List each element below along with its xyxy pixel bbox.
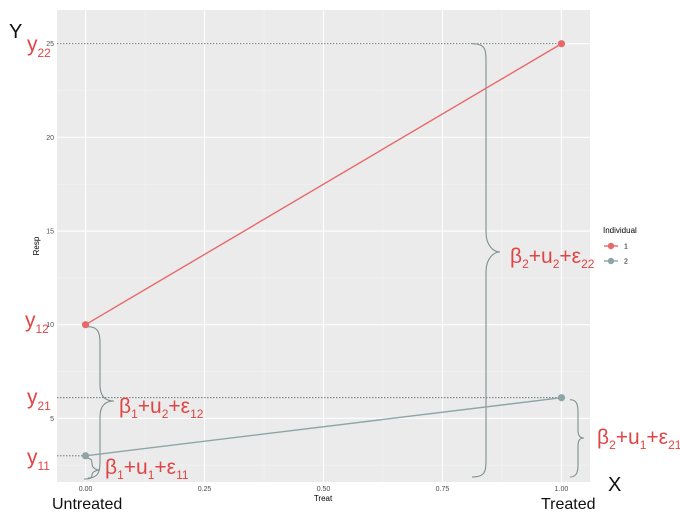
series-line-1: [85, 43, 562, 326]
y-axis-letter: Y: [9, 21, 22, 43]
data-point-2: [81, 452, 90, 460]
formula-b2-u1-e21: β2+u1+ε21: [597, 426, 680, 452]
data-point-2: [557, 394, 566, 402]
x-tick-labels: 0.00 0.25 0.50 0.75 1.00: [79, 486, 569, 493]
data-points: [81, 40, 566, 460]
y-tick-label: 25: [46, 41, 54, 48]
curly-brace-y21: [569, 399, 585, 478]
formula-b1-u1-e11: β1+u1+ε11: [105, 456, 189, 482]
x-axis-letter: X: [608, 474, 621, 496]
legend-label-1: 1: [624, 244, 628, 251]
y-tick-label: 10: [46, 322, 54, 329]
y-tick-label: 20: [46, 135, 54, 142]
treated-label: Treated: [541, 496, 596, 513]
y12-label: y12: [25, 309, 49, 336]
formula-b1-u2-e12: β1+u2+ε12: [119, 395, 204, 421]
legend: Individual 1 2: [603, 226, 637, 266]
untreated-label: Untreated: [52, 496, 122, 513]
formula-b2-u2-e22: β2+u2+ε22: [510, 245, 595, 271]
series-lines: [85, 43, 562, 457]
y-tick-label: 15: [46, 229, 54, 236]
y11-label: y11: [27, 446, 50, 473]
x-tick-label: 0.75: [436, 486, 450, 493]
y-tick-labels: 5 10 15 20 25: [46, 41, 54, 423]
data-point-1: [557, 40, 566, 48]
data-point-1: [81, 321, 90, 329]
curly-brace-y11: [83, 457, 101, 480]
legend-key-point-2: [607, 257, 615, 265]
curly-brace-large: [471, 43, 501, 478]
braces: [83, 43, 585, 480]
y-axis-title: Resp: [32, 236, 41, 255]
y21-label: y21: [27, 386, 51, 413]
x-tick-label: 0.25: [198, 486, 212, 493]
legend-label-2: 2: [624, 259, 628, 266]
x-tick-label: 1.00: [555, 486, 569, 493]
y-tick-label: 5: [50, 416, 54, 423]
x-tick-label: 0.00: [79, 486, 93, 493]
legend-key-point-1: [607, 242, 615, 250]
curly-brace-y12: [87, 326, 115, 479]
legend-title: Individual: [603, 226, 637, 235]
series-line-2: [85, 397, 562, 457]
y22-label: y22: [27, 33, 51, 60]
x-tick-label: 0.50: [317, 486, 331, 493]
x-axis-title: Treat: [314, 494, 333, 503]
